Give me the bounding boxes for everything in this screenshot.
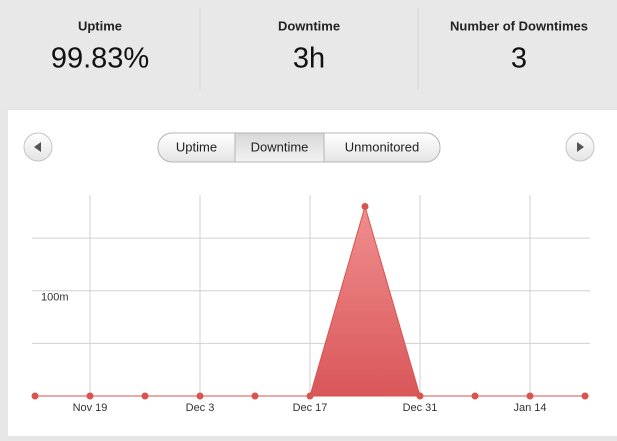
area (35, 204, 585, 397)
point (251, 392, 259, 400)
point (141, 392, 149, 400)
tab-active-bg (235, 133, 324, 162)
stat-label: Uptime (78, 18, 122, 33)
point (416, 392, 424, 400)
chart-card (8, 110, 617, 440)
x-tick-label: Jan 14 (513, 402, 546, 414)
stat-value: 99.83% (51, 43, 149, 75)
x-tick-label: Dec 17 (293, 402, 328, 414)
tab[interactable]: Downtime (251, 139, 309, 154)
stat-value: 3 (511, 43, 527, 75)
point (86, 392, 94, 400)
y-tick-label: 100m (41, 292, 69, 304)
stats-bar (0, 0, 617, 108)
point (306, 392, 314, 400)
next-button[interactable] (565, 132, 595, 162)
tab[interactable]: Uptime (176, 139, 217, 154)
prev-button[interactable] (23, 132, 53, 162)
point (581, 392, 589, 400)
stat-label: Downtime (278, 18, 340, 33)
x-tick-label: Dec 31 (403, 402, 438, 414)
point (361, 203, 369, 211)
stat-label: Number of Downtimes (450, 18, 588, 33)
x-tick-label: Nov 19 (73, 402, 108, 414)
stat-value: 3h (293, 43, 325, 75)
tab[interactable]: Unmonitored (345, 139, 419, 154)
point (471, 392, 479, 400)
point (526, 392, 534, 400)
point (196, 392, 204, 400)
point (31, 392, 39, 400)
x-tick-label: Dec 3 (186, 402, 215, 414)
